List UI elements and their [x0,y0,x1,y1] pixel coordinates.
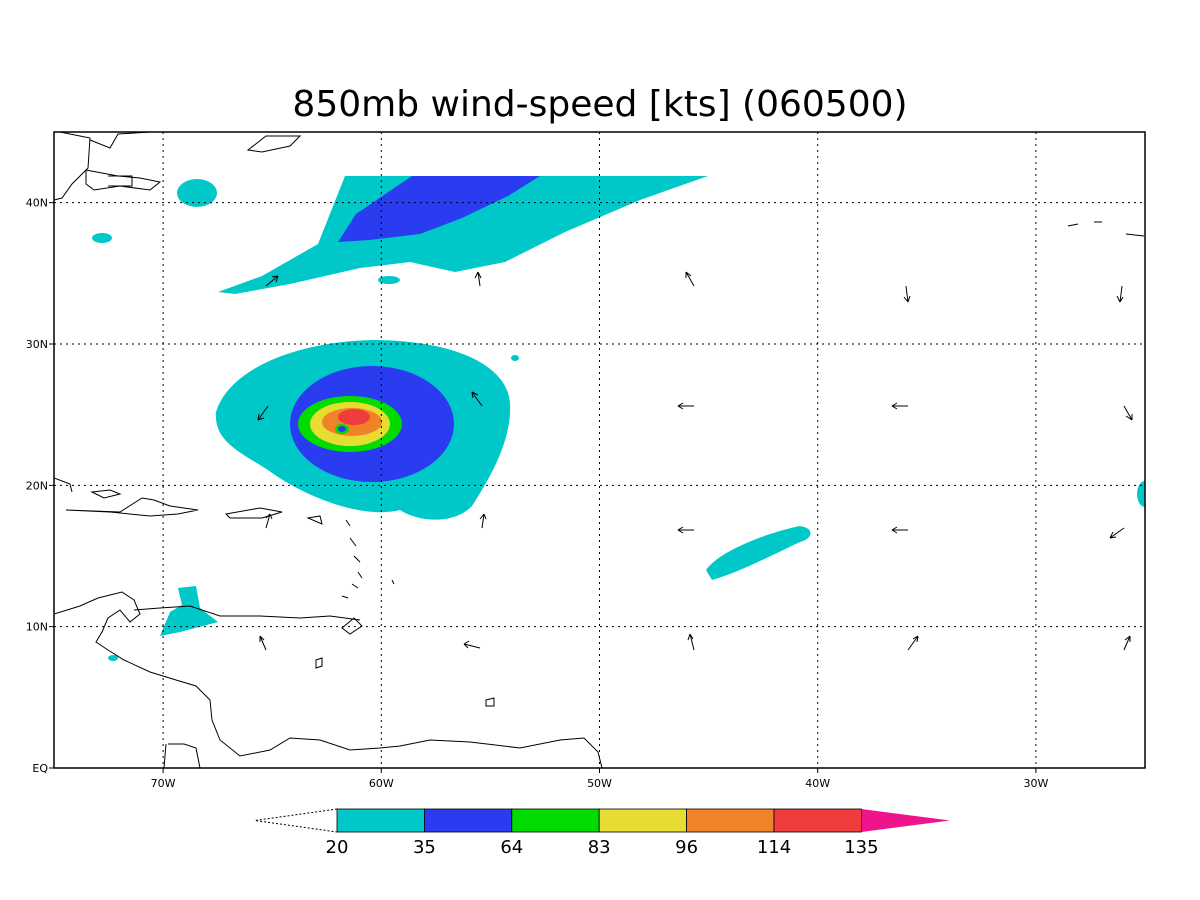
lat-tick-label: 30N [26,338,48,351]
lon-tick-label: 30W [1023,777,1048,790]
lat-tick-label: 10N [26,621,48,634]
wind-vectors [257,271,1133,651]
lat-tick-label: 40N [26,197,48,210]
colorbar-below-triangle [254,808,338,833]
colorbar-swatch [598,808,688,833]
colorbar-level-label: 96 [675,837,698,858]
wind-field-south [108,481,1145,661]
colorbar-level-label: 64 [500,837,523,858]
colorbar-level-label: 135 [844,837,878,858]
coastlines [54,132,1145,768]
lat-tick-label: 20N [26,479,48,492]
lat-tick-label: EQ [32,762,48,775]
lon-tick-label: 50W [587,777,612,790]
colorbar-swatch [336,808,425,833]
colorbar-level-label: 20 [326,837,349,858]
axis-ticks: 70W 60W 50W 40W 30W EQ 10N 20N 30N 40N [26,197,1049,790]
colorbar-swatch [423,808,513,833]
colorbar-swatch [511,808,600,833]
colorbar-level-label: 83 [588,837,611,858]
colorbar-swatch [773,808,862,833]
colorbar-legend: 20 35 64 83 96 114 135 [254,808,950,858]
lon-tick-label: 60W [369,777,394,790]
lon-tick-label: 40W [805,777,830,790]
graticule [54,132,1145,768]
colorbar-swatch [686,808,775,833]
wind-field-north [92,176,708,294]
figure-title: 850mb wind-speed [kts] (060500) [292,84,907,125]
colorbar-above-triangle [861,809,950,832]
hurricane-wind-field [215,340,519,520]
colorbar-level-label: 35 [413,837,436,858]
map-plot-area [54,132,1145,768]
colorbar-level-label: 114 [757,837,791,858]
lon-tick-label: 70W [151,777,176,790]
